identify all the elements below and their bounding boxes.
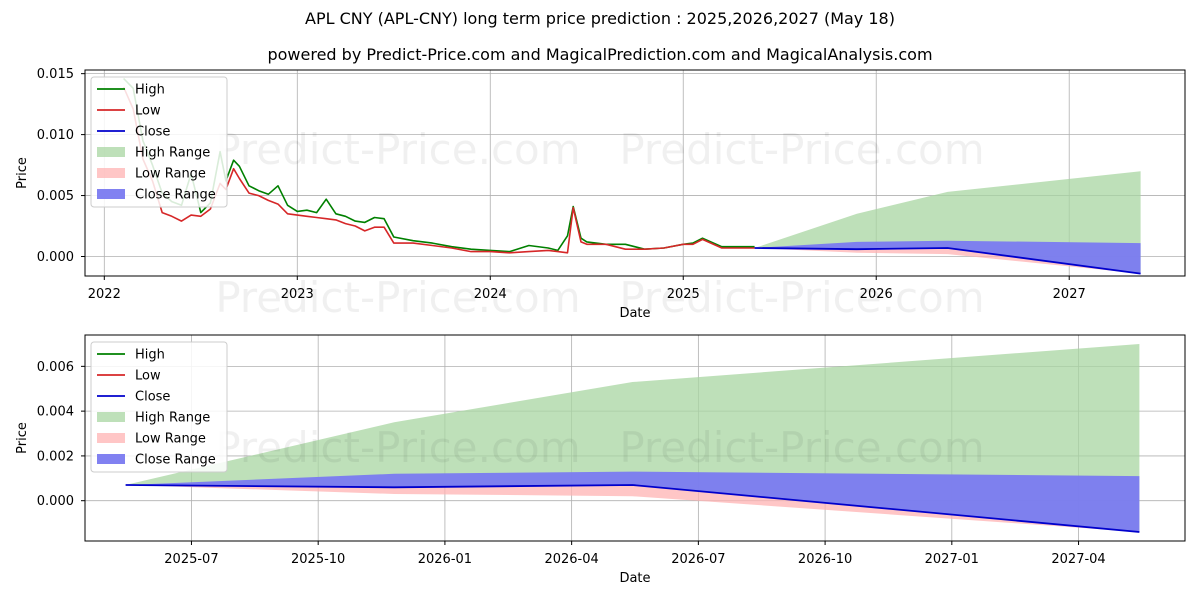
y-tick-label: 0.000 — [37, 494, 74, 509]
x-tick-label: 2022 — [88, 287, 121, 302]
watermark: Predict-Price.com — [619, 423, 984, 472]
x-tick-label: 2025-10 — [291, 552, 345, 567]
close-range-area — [754, 240, 1141, 274]
x-tick-label: 2026 — [860, 287, 893, 302]
x-axis-label: Date — [619, 571, 650, 586]
x-tick-label: 2025-07 — [164, 552, 218, 567]
legend-label: Low Range — [135, 167, 206, 182]
legend-label: Close — [135, 125, 170, 140]
legend-label: Close Range — [135, 188, 216, 203]
watermark: Predict-Price.com — [215, 423, 580, 472]
close-series-line — [125, 484, 1140, 533]
panel-forecast-zoom: Predict-Price.com Predict-Price.com 2025-0… — [15, 334, 1186, 586]
close-range-area — [125, 471, 1140, 532]
x-tick-label: 2027-04 — [1051, 552, 1105, 567]
legend-swatch — [97, 412, 125, 422]
y-tick-label: 0.005 — [37, 189, 74, 204]
x-tick-label: 2026-07 — [671, 552, 725, 567]
legend-swatch — [97, 454, 125, 464]
legend-label: Low — [135, 369, 161, 384]
legend-swatch — [97, 189, 125, 199]
legend: High Low Close High Range Low Range Close Ran… — [90, 76, 228, 208]
y-axis-label: Price — [15, 157, 30, 189]
close-series-line — [754, 247, 1141, 275]
legend-label: Low Range — [135, 432, 206, 447]
y-tick-label: 0.015 — [37, 67, 74, 82]
x-tick-label: 2026-10 — [798, 552, 852, 567]
y-tick-label: 0.010 — [37, 128, 74, 143]
x-tick-label: 2025 — [667, 287, 700, 302]
x-tick-label: 2027 — [1053, 287, 1086, 302]
low-range-area — [754, 248, 1141, 274]
watermark: Predict-Price.com — [215, 125, 580, 174]
y-tick-label: 0.000 — [37, 250, 74, 265]
legend: High Low Close High Range Low Range Close Ran… — [90, 341, 228, 473]
chart-subtitle: powered by Predict-Price.com and Magical… — [267, 45, 933, 64]
x-axis-label: Date — [619, 306, 650, 321]
y-tick-label: 0.006 — [37, 360, 74, 375]
legend-label: Low — [135, 104, 161, 119]
x-tick-label: 2026-01 — [418, 552, 472, 567]
legend-label: High — [135, 348, 165, 363]
legend-label: Close — [135, 390, 170, 405]
y-tick-label: 0.002 — [37, 449, 74, 464]
low-series-line — [122, 86, 755, 254]
legend-label: High Range — [135, 411, 210, 426]
x-tick-label: 2026-04 — [544, 552, 598, 567]
legend-label: Close Range — [135, 453, 216, 468]
plot-frame — [84, 69, 1186, 277]
low-range-area — [125, 485, 1140, 532]
x-tick-label: 2027-01 — [925, 552, 979, 567]
legend-label: High Range — [135, 146, 210, 161]
plot-frame — [84, 334, 1186, 542]
x-tick-label: 2023 — [281, 287, 314, 302]
watermark: Predict-Price.com — [215, 273, 580, 322]
legend-swatch — [97, 147, 125, 157]
x-tick-label: 2024 — [474, 287, 507, 302]
panel-full-history: Predict-Price.com Predict-Price.com Predic… — [15, 67, 1186, 322]
y-axis-label: Price — [15, 422, 30, 454]
legend-swatch — [97, 433, 125, 443]
chart-title: APL CNY (APL-CNY) long term price predic… — [305, 9, 895, 28]
legend-swatch — [97, 168, 125, 178]
watermark: Predict-Price.com — [619, 125, 984, 174]
y-tick-label: 0.004 — [37, 405, 74, 420]
watermark: Predict-Price.com — [619, 273, 984, 322]
legend-label: High — [135, 83, 165, 98]
